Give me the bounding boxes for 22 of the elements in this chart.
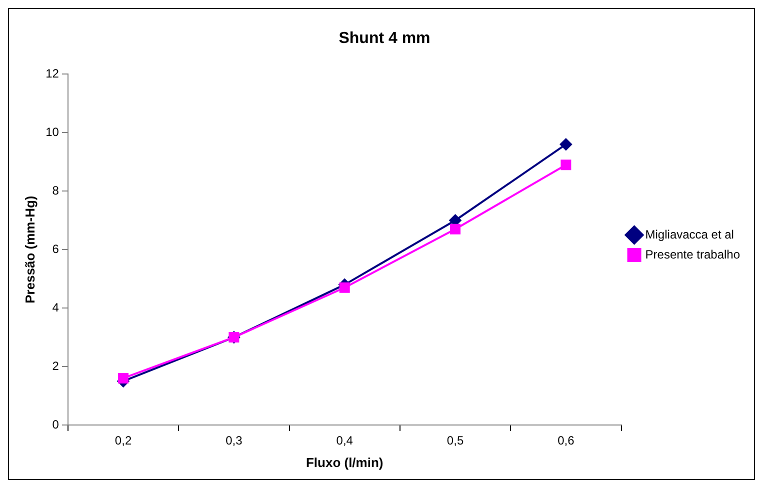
x-tick-label: 0,5 [446,434,464,448]
x-tick-label: 0,2 [114,434,132,448]
y-tick-label: 2 [52,358,60,373]
y-tick-label: 8 [52,183,60,198]
point [560,160,572,170]
legend-label: Migliavacca et al [645,227,734,242]
point [339,282,350,293]
legend-label: Presente trabalho [645,247,740,262]
x-axis-title: Fluxo (l/min) [306,454,384,470]
point [560,138,572,150]
y-tick-label: 12 [46,66,60,81]
y-tick-label: 0 [52,417,60,432]
x-tick-label: 0,4 [336,434,354,448]
point [450,224,461,234]
y-tick-label: 10 [46,124,60,139]
x-tick-label: 0,6 [558,434,575,448]
x-tick-label: 0,3 [226,434,243,448]
y-axis-title: Pressão (mm-Hg) [22,196,38,304]
point [118,372,129,384]
y-tick-label: 4 [52,300,60,314]
y-tick-label: 6 [52,242,60,256]
chart-title: Shunt 4 mm [338,30,430,48]
